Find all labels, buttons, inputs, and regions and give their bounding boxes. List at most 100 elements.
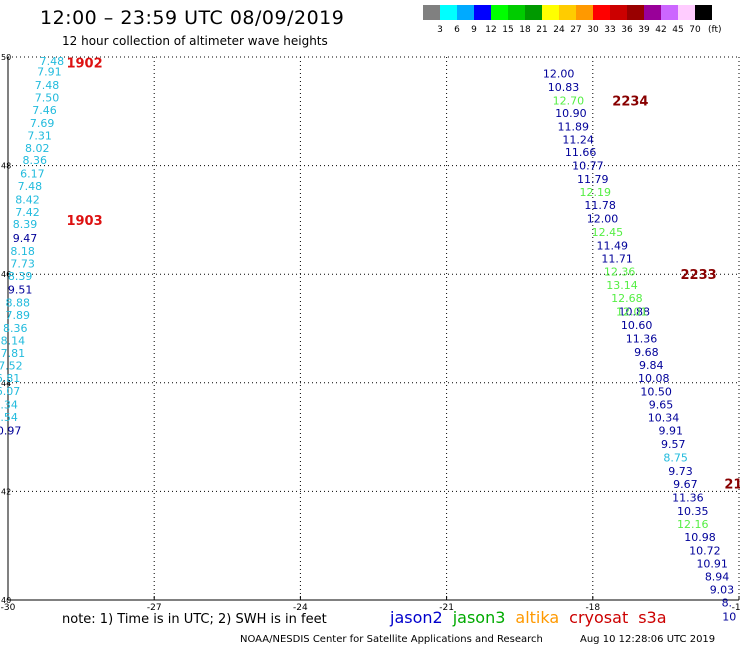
wave-height-value: 9.68	[634, 346, 659, 359]
wave-height-value: 10.50	[640, 385, 672, 398]
y-tick-label: 44	[1, 379, 11, 388]
x-tick-label: -27	[147, 603, 162, 613]
wave-height-value: 9.67	[673, 478, 698, 491]
x-tick-label: -21	[439, 603, 454, 613]
colorbar-tick-label: 18	[519, 25, 531, 35]
wave-height-value: 12.01	[616, 306, 648, 319]
footnote: note: 1) Time is in UTC; 2) SWH is in fe…	[62, 612, 327, 627]
y-tick-label: 50	[1, 53, 11, 62]
colorbar-tick-label: 24	[553, 25, 565, 35]
wave-height-value: 10.98	[684, 531, 716, 544]
colorbar-swatch	[440, 5, 457, 20]
wave-height-value: 10.90	[555, 107, 587, 120]
colorbar-tick-label: 21	[536, 25, 547, 35]
wave-height-value: 10.83	[548, 81, 580, 94]
colorbar-tick-label: 9	[471, 25, 477, 35]
wave-height-value: 10.72	[689, 545, 721, 558]
colorbar-tick-label: 39	[638, 25, 650, 35]
colorbar-tick-label: 33	[604, 25, 615, 35]
wave-height-value: 8.39	[8, 270, 33, 283]
wave-height-value: 8.75	[663, 452, 688, 465]
color-scale-legend: 3 6 9 12 15 18 21 24 27 30 33 36 39 42 45 70 (ft)	[423, 5, 722, 35]
x-tick-label: -18	[585, 603, 600, 613]
colorbar-swatch	[610, 5, 627, 20]
wave-height-value: 7.48	[35, 79, 60, 92]
colorbar-tick-label: 36	[621, 25, 633, 35]
colorbar-swatch	[678, 5, 695, 20]
wave-height-value: 10.35	[677, 505, 709, 518]
legend-jason2: jason2	[390, 608, 443, 627]
wave-height-value: 9.47	[13, 232, 38, 245]
colorbar-swatch	[695, 5, 712, 20]
wave-height-value: 10.60	[621, 319, 653, 332]
wave-height-value: 11.79	[577, 173, 609, 186]
legend-s3a: s3a	[638, 608, 667, 627]
wave-height-value: 7.42	[15, 206, 40, 219]
colorbar-tick-label: 45	[672, 25, 683, 35]
wave-height-value: 12.45	[592, 226, 624, 239]
wave-height-value: 8.	[722, 597, 733, 610]
wave-height-value: 11.89	[558, 121, 590, 134]
colorbar-swatch	[474, 5, 491, 20]
wave-height-value: 12.00	[543, 67, 575, 80]
wave-height-value: 8.42	[15, 193, 40, 206]
colorbar-swatch	[644, 5, 661, 20]
colorbar-swatch	[423, 5, 440, 20]
colorbar-tick-label: 15	[502, 25, 513, 35]
page-subtitle: 12 hour collection of altimeter wave hei…	[62, 34, 328, 48]
wave-height-value: 8.36	[23, 154, 48, 167]
colorbar-tick-label: 12	[485, 25, 496, 35]
colorbar-swatch	[559, 5, 576, 20]
legend-jason3: jason3	[452, 608, 506, 627]
wave-height-value: 9.51	[8, 283, 33, 296]
wave-height-value: 7.69	[30, 117, 55, 130]
colorbar-swatch	[525, 5, 542, 20]
wave-height-value: 7.89	[5, 309, 30, 322]
wave-height-value: 10.91	[696, 558, 728, 571]
wave-height-value: 7.52	[0, 359, 23, 372]
wave-height-value: 9.84	[639, 359, 664, 372]
wave-height-value: 9.57	[661, 438, 686, 451]
y-tick-label: 46	[1, 270, 11, 279]
wave-height-value: 10.77	[572, 160, 604, 173]
wave-height-value: 7.91	[37, 66, 62, 79]
wave-height-value: 8.02	[25, 142, 50, 155]
wave-height-value: 11.24	[562, 134, 594, 147]
wave-height-value: 10.97	[0, 425, 21, 438]
wave-height-value: 12.70	[553, 94, 585, 107]
wave-height-value: 11.66	[565, 146, 597, 159]
generated-timestamp: Aug 10 12:28:06 UTC 2019	[580, 634, 716, 645]
pass-label: 21	[724, 477, 740, 492]
wave-height-value: 10	[722, 610, 736, 623]
wave-height-value: 6.17	[20, 168, 45, 181]
wave-height-value: 7.73	[10, 257, 35, 270]
colorbar-swatch	[457, 5, 474, 20]
wave-height-value: 9.91	[659, 425, 684, 438]
pass-label: 1903	[66, 214, 102, 229]
y-tick-label: 48	[1, 162, 11, 171]
wave-height-value: 11.49	[597, 239, 629, 252]
wave-height-value: 8.88	[5, 296, 30, 309]
pass-label: 1902	[66, 56, 102, 71]
wave-height-value: 6.07	[0, 385, 20, 398]
wave-height-value: 6.81	[0, 372, 20, 385]
legend-altika: altika	[515, 608, 560, 627]
x-tick-label: -15	[732, 603, 740, 613]
y-tick-label: 42	[1, 487, 11, 496]
satellite-legend: jason2 jason3 altika cryosat s3a	[390, 608, 677, 627]
colorbar-tick-label: 70	[689, 25, 701, 35]
colorbar-swatch	[508, 5, 525, 20]
x-tick-label: -24	[293, 603, 308, 613]
wave-height-value: 12.00	[587, 212, 619, 225]
colorbar-tick-label: 27	[570, 25, 581, 35]
colorbar-tick-label: 42	[655, 25, 666, 35]
y-tick-label: 40	[1, 596, 11, 605]
wave-height-value: 7.48	[18, 180, 43, 193]
legend-cryosat: cryosat	[569, 608, 629, 627]
colorbar-swatch	[491, 5, 508, 20]
colorbar-swatch	[627, 5, 644, 20]
wave-height-value: 10.88	[618, 306, 650, 319]
wave-height-value: 9.73	[668, 465, 693, 478]
wave-height-value: 10.08	[638, 372, 670, 385]
wave-height-value: 11.71	[601, 252, 633, 265]
